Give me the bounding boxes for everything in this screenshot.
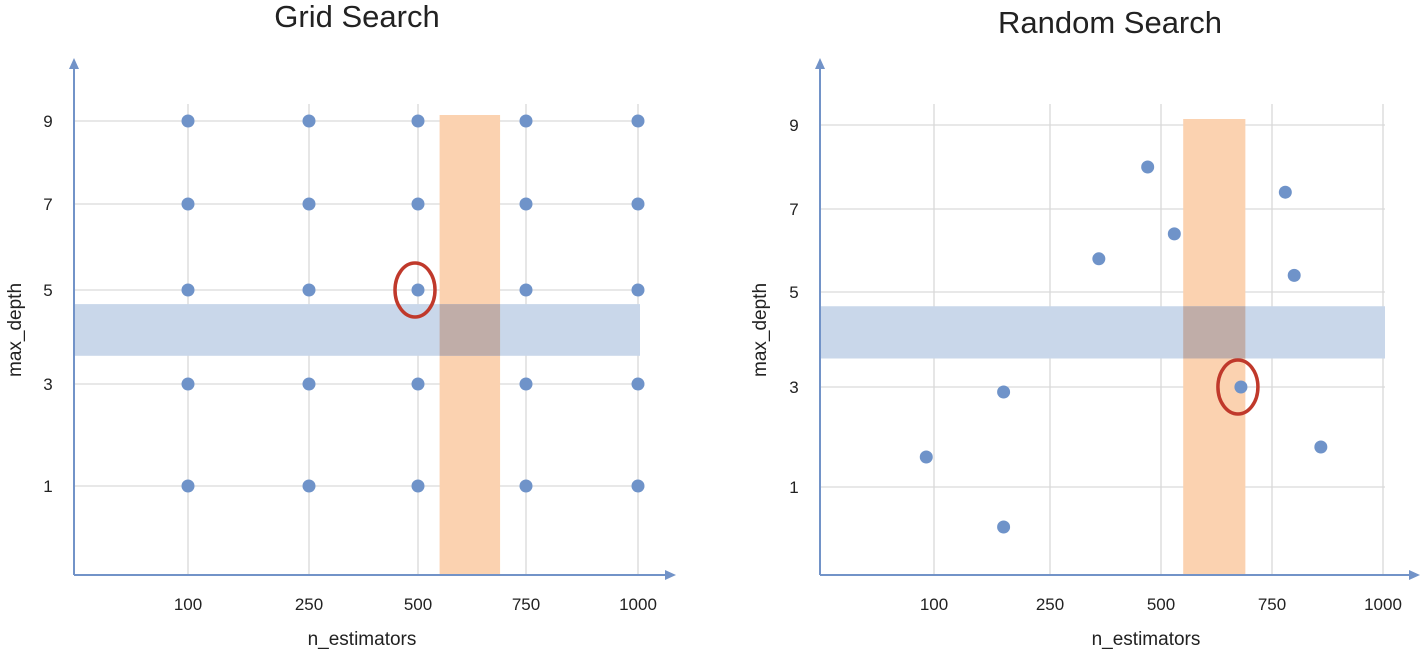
data-point [411, 377, 425, 391]
data-point [302, 114, 316, 128]
best-point-highlight [1216, 358, 1260, 416]
band-overlap [1183, 306, 1246, 359]
y-tick-label: 3 [789, 378, 798, 397]
data-point [302, 197, 316, 211]
y-tick-label: 9 [789, 116, 798, 135]
data-point [997, 385, 1011, 399]
y-tick-label: 3 [43, 375, 52, 394]
data-point [519, 479, 533, 493]
data-point [1314, 440, 1328, 454]
x-tick-label: 750 [1258, 595, 1286, 614]
random-search-chart: 100 250 500 750 1000 1 3 5 7 9 Random Search n_es… [750, 5, 1420, 650]
data-point [631, 377, 645, 391]
grid-search-chart: 100 250 500 750 1000 1 3 5 7 9 Grid Search n_esti… [5, 0, 676, 650]
y-tick-label: 1 [789, 478, 798, 497]
data-point [631, 114, 645, 128]
data-point [631, 197, 645, 211]
x-tick-label: 250 [1036, 595, 1064, 614]
x-tick-label: 1000 [1364, 595, 1402, 614]
y-tick-label: 1 [43, 477, 52, 496]
data-point [631, 479, 645, 493]
band-overlap [439, 304, 501, 356]
data-point [1287, 268, 1301, 282]
x-tick-label: 500 [1147, 595, 1175, 614]
data-point [1278, 185, 1292, 199]
data-point [302, 377, 316, 391]
y-tick-label: 7 [43, 195, 52, 214]
x-tick-label: 250 [295, 595, 323, 614]
data-point [997, 520, 1011, 534]
data-point [1167, 227, 1181, 241]
data-point [1141, 160, 1155, 174]
y-highlight-band [821, 306, 1385, 359]
data-point [519, 197, 533, 211]
x-axis-label: n_estimators [1092, 629, 1201, 650]
data-point [519, 377, 533, 391]
best-point-highlight [393, 261, 437, 319]
chart-title: Random Search [998, 5, 1222, 40]
x-tick-label: 1000 [619, 595, 657, 614]
y-tick-label: 9 [43, 112, 52, 131]
y-axis-label: max_depth [5, 283, 26, 377]
x-tick-label: 750 [512, 595, 540, 614]
x-axis-label: n_estimators [308, 629, 417, 650]
x-tick-label: 500 [404, 595, 432, 614]
data-point [411, 479, 425, 493]
x-tick-label: 100 [920, 595, 948, 614]
y-tick-label: 7 [789, 200, 798, 219]
data-point [181, 283, 195, 297]
y-axis-label: max_depth [750, 283, 771, 377]
data-point [519, 114, 533, 128]
data-point [181, 114, 195, 128]
y-tick-label: 5 [789, 283, 798, 302]
data-point [181, 479, 195, 493]
y-axis-arrow [815, 58, 825, 69]
data-point [1234, 380, 1248, 394]
y-axis-arrow [69, 58, 79, 69]
x-tick-label: 100 [174, 595, 202, 614]
data-point [411, 114, 425, 128]
y-tick-label: 5 [43, 281, 52, 300]
data-point [1092, 252, 1106, 266]
x-axis-arrow [1409, 570, 1420, 580]
data-point [519, 283, 533, 297]
data-point [302, 283, 316, 297]
chart-title: Grid Search [274, 0, 439, 34]
data-point [631, 283, 645, 297]
data-point [302, 479, 316, 493]
data-point [411, 283, 425, 297]
data-point [411, 197, 425, 211]
data-point [181, 377, 195, 391]
data-point [181, 197, 195, 211]
data-point [919, 450, 933, 464]
x-axis-arrow [665, 570, 676, 580]
y-highlight-band [75, 304, 640, 356]
